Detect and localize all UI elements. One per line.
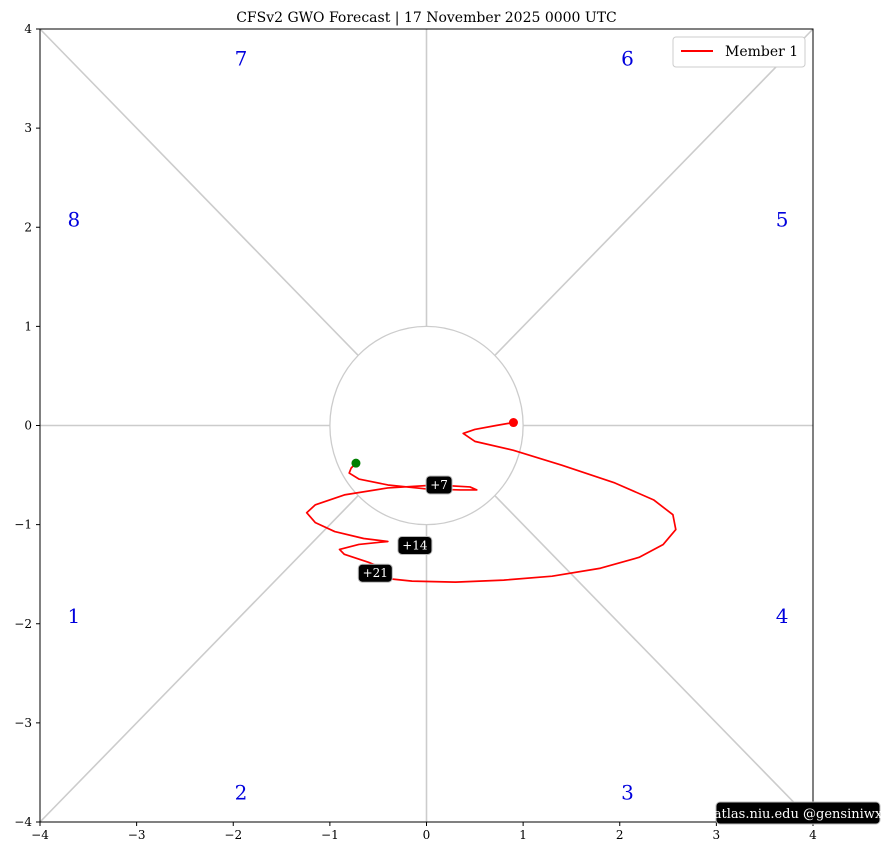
x-tick-label: 3: [713, 828, 721, 842]
y-tick-label: −1: [14, 518, 32, 532]
day-marker-label: +7: [430, 478, 448, 492]
y-tick-label: 2: [24, 220, 32, 234]
x-axis: −4 −3 −2 −1 0 1 2 3 4: [31, 822, 817, 842]
phase-label-5: 5: [776, 207, 789, 231]
day-marker-label: +14: [402, 538, 428, 552]
phase-label-8: 8: [67, 207, 80, 231]
x-tick-label: 2: [616, 828, 624, 842]
phase-label-7: 7: [235, 47, 248, 71]
credit-badge: atlas.niu.edu @gensiniwx: [714, 801, 881, 825]
credit-box: [715, 801, 881, 825]
x-tick-label: −3: [128, 828, 146, 842]
day-marker-box: [397, 535, 433, 555]
y-tick-label: 1: [24, 319, 32, 333]
y-tick-label: 3: [24, 121, 32, 135]
series-layer: [305, 418, 677, 583]
phase-label-3: 3: [621, 780, 634, 804]
chart-title: CFSv2 GWO Forecast | 17 November 2025 00…: [236, 10, 617, 26]
x-tick-label: 4: [809, 828, 817, 842]
phase-labels: 1 2 3 4 5 6 7 8: [67, 47, 788, 805]
y-axis: −4 −3 −2 −1 0 1 2 3 4: [14, 22, 40, 829]
start-point-marker: [508, 418, 518, 428]
phase-label-1: 1: [67, 604, 80, 628]
x-tick-label: −1: [321, 828, 339, 842]
x-tick-label: 1: [519, 828, 527, 842]
credit-text: atlas.niu.edu @gensiniwx: [714, 807, 881, 822]
y-tick-label: −3: [14, 716, 32, 730]
y-tick-label: 4: [24, 22, 32, 36]
day-marker-box: [425, 475, 453, 495]
day-marker-box: [357, 563, 393, 583]
x-tick-label: −4: [31, 828, 49, 842]
legend: Member 1: [672, 36, 806, 68]
y-tick-label: 0: [24, 419, 32, 433]
y-tick-label: −4: [14, 815, 32, 829]
phase-label-4: 4: [776, 604, 789, 628]
legend-label-member-1: Member 1: [725, 44, 798, 60]
series-line-member-1: [305, 421, 677, 583]
x-tick-label: 0: [423, 828, 431, 842]
end-point-marker: [351, 458, 361, 468]
x-tick-label: −2: [224, 828, 242, 842]
phase-label-2: 2: [235, 780, 248, 804]
y-tick-label: −2: [14, 617, 32, 631]
day-marker-label: +21: [363, 566, 388, 580]
legend-box: [672, 36, 806, 68]
phase-label-6: 6: [621, 47, 634, 71]
unit-circle: [329, 325, 524, 526]
day-markers: +7 +14 +21: [357, 475, 453, 583]
